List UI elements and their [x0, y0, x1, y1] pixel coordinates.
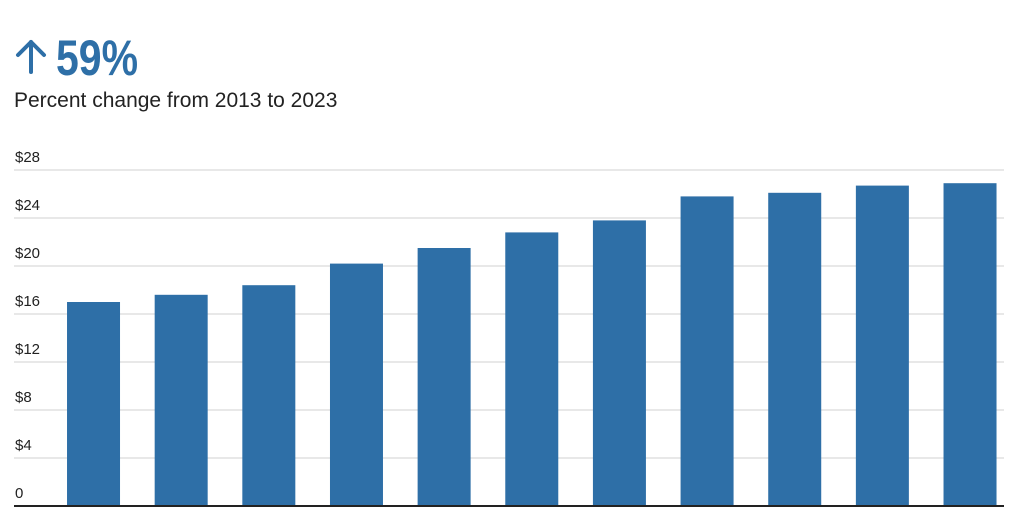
y-tick-label: $24	[15, 197, 40, 214]
y-tick-label: $20	[15, 245, 40, 262]
bar	[943, 183, 997, 506]
y-tick-label: $16	[15, 293, 40, 310]
y-tick-label: $12	[15, 341, 40, 358]
bar	[154, 294, 208, 506]
up-arrow	[16, 40, 46, 74]
bar	[329, 263, 383, 506]
subtitle: Percent change from 2013 to 2023	[14, 89, 337, 112]
y-tick-label: $28	[15, 149, 40, 166]
bar	[855, 185, 909, 506]
bar	[67, 302, 121, 506]
bar	[592, 220, 646, 506]
bar	[768, 192, 822, 507]
y-tick-label: 0	[15, 485, 23, 502]
bar	[680, 196, 734, 506]
bar	[505, 232, 559, 506]
bar	[417, 248, 471, 506]
y-tick-label: $8	[15, 389, 32, 406]
bar	[242, 285, 296, 506]
headline-value: 59%	[56, 30, 138, 86]
y-tick-label: $4	[15, 437, 32, 454]
